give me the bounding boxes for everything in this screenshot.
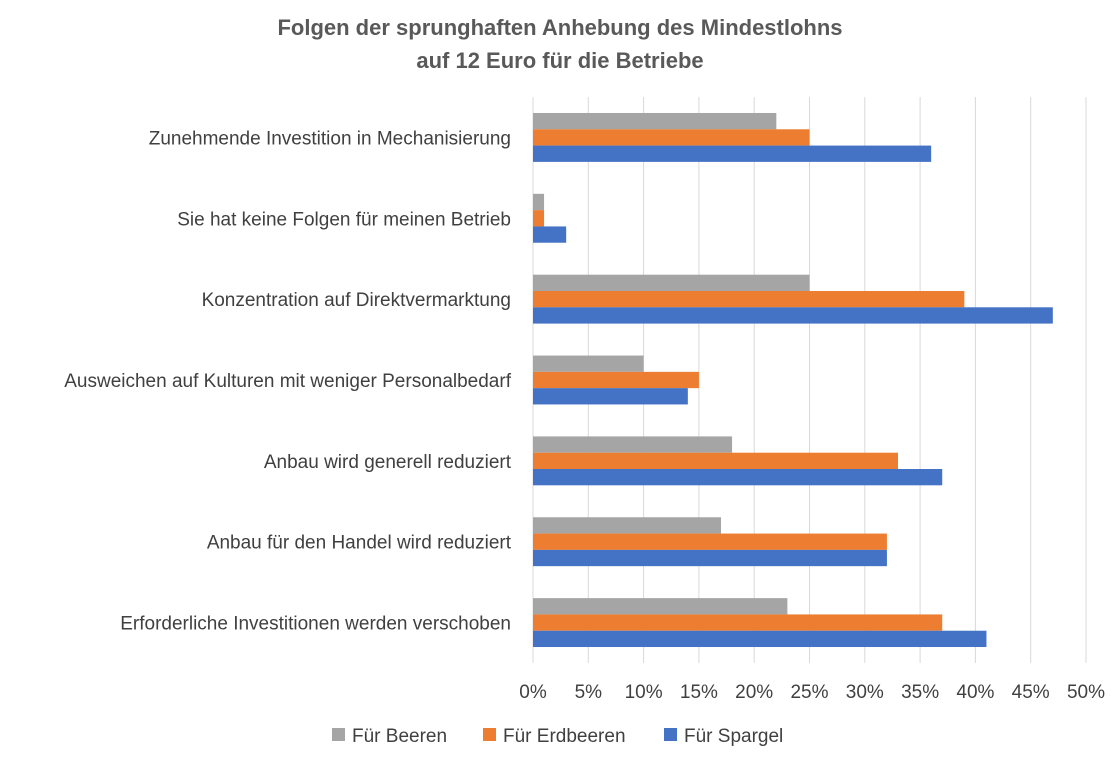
- category-label: Anbau wird generell reduziert: [264, 452, 512, 473]
- chart-title-line-2: auf 12 Euro für die Betriebe: [416, 48, 703, 73]
- bar-1-6: [533, 517, 722, 534]
- bar-3-5: [533, 469, 943, 486]
- category-label: Ausweichen auf Kulturen mit weniger Pers…: [64, 371, 511, 392]
- bar-1-5: [533, 436, 733, 453]
- bar-2-4: [533, 371, 699, 389]
- bar-2-5: [533, 452, 898, 470]
- bar-2-1: [533, 129, 810, 146]
- x-tick-label: 30%: [846, 682, 884, 703]
- x-tick-label: 10%: [625, 682, 663, 703]
- x-tick-label: 35%: [901, 682, 939, 703]
- bar-2-6: [533, 533, 887, 550]
- x-tick-label: 5%: [575, 682, 603, 703]
- bar-1-7: [533, 598, 788, 615]
- category-label: Erforderliche Investitionen werden versc…: [120, 614, 511, 635]
- x-axis-tick-labels: 0% 5% 10% 15% 20% 25% 30% 35% 40% 45% 50%: [519, 682, 1105, 703]
- bar-3-4: [533, 388, 688, 405]
- bar-1-1: [533, 112, 777, 130]
- x-tick-label: 50%: [1067, 682, 1105, 703]
- legend: Für Beeren Für Erdbeeren Für Spargel: [332, 726, 783, 747]
- legend-label: Für Spargel: [684, 726, 783, 747]
- category-label: Zunehmende Investition in Mechanisierung: [149, 128, 511, 149]
- legend-label: Für Erdbeeren: [503, 726, 626, 747]
- legend-label: Für Beeren: [352, 726, 447, 747]
- chart-title: Folgen der sprunghaften Anhebung des Min…: [277, 15, 842, 73]
- gridlines: [532, 97, 1087, 663]
- bar-2-3: [533, 290, 965, 308]
- chart-title-line-1: Folgen der sprunghaften Anhebung des Min…: [277, 15, 842, 40]
- legend-swatch: [664, 728, 677, 741]
- legend-swatch: [483, 728, 496, 741]
- bar-3-3: [533, 307, 1053, 324]
- x-tick-label: 20%: [735, 682, 773, 703]
- bar-1-2: [533, 193, 545, 211]
- x-tick-label: 15%: [680, 682, 718, 703]
- bar-2-7: [533, 614, 943, 631]
- x-tick-label: 45%: [1012, 682, 1050, 703]
- bar-3-2: [533, 226, 567, 243]
- bar-3-7: [533, 630, 987, 648]
- category-label: Anbau für den Handel wird reduziert: [207, 533, 512, 554]
- bar-2-2: [533, 210, 545, 227]
- x-tick-label: 25%: [790, 682, 828, 703]
- category-label: Sie hat keine Folgen für meinen Betrieb: [177, 209, 511, 230]
- legend-swatch: [332, 728, 345, 741]
- category-label: Konzentration auf Direktvermarktung: [202, 290, 511, 311]
- bar-1-4: [533, 355, 644, 372]
- x-tick-label: 0%: [519, 682, 547, 703]
- category-labels: Zunehmende Investition in Mechanisierung…: [64, 128, 511, 634]
- bar-3-6: [533, 549, 887, 567]
- x-tick-label: 40%: [956, 682, 994, 703]
- bars: [533, 112, 1053, 648]
- bar-1-3: [533, 274, 810, 291]
- bar-3-1: [533, 145, 932, 162]
